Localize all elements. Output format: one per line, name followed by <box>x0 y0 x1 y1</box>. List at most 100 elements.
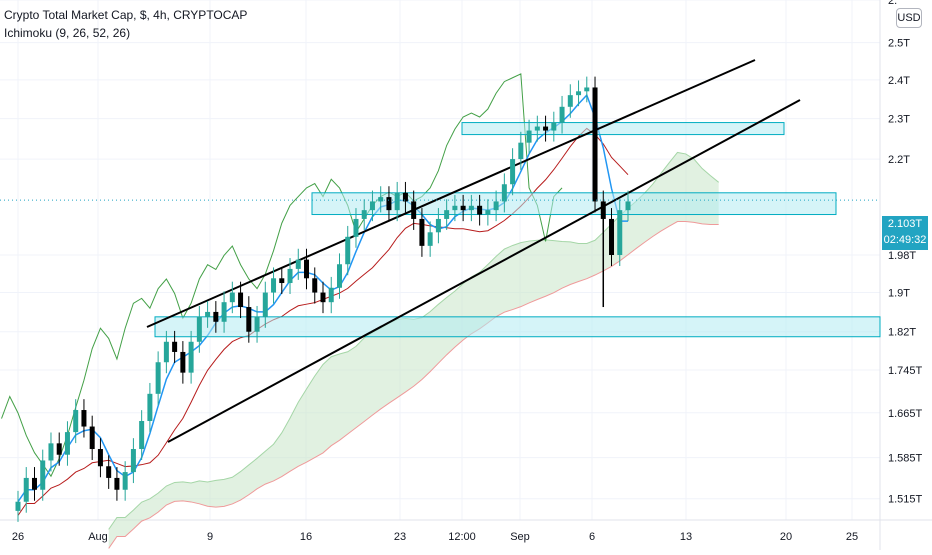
candle-body <box>172 341 178 352</box>
candle-body <box>89 426 95 450</box>
candle-body <box>386 197 392 211</box>
candle-body <box>592 87 598 202</box>
time-axis: 26 Aug 9 16 23 12:00 Sep 6 13 20 25 <box>12 531 858 543</box>
candle-body <box>213 311 219 322</box>
channel-lower-trendline <box>167 99 801 443</box>
candle-body <box>221 302 227 322</box>
candle-body <box>336 264 342 288</box>
candle-body <box>130 449 136 473</box>
candle-body <box>518 142 524 160</box>
price-tick-label: 1.665T <box>888 408 923 420</box>
candle-body <box>493 201 499 211</box>
candle-body <box>411 201 417 219</box>
candle-body <box>452 205 458 211</box>
time-tick-label: Aug <box>88 531 108 543</box>
time-tick-label: Sep <box>510 531 530 543</box>
candle-body <box>510 159 516 185</box>
candle-body <box>328 287 334 303</box>
ichimoku-cloud <box>108 152 719 549</box>
candle-body <box>312 278 318 293</box>
candles <box>15 76 631 522</box>
candle-body <box>419 218 425 246</box>
candle-body <box>287 268 293 284</box>
price-tick-label: 2.4T <box>888 75 910 87</box>
candle-body <box>551 122 557 131</box>
candle-body <box>163 341 169 363</box>
candle-body <box>271 278 277 293</box>
time-tick-label: 26 <box>12 531 24 543</box>
time-tick-label: 16 <box>300 531 312 543</box>
candle-body <box>567 95 573 107</box>
candle-body <box>304 259 310 279</box>
ichimoku-span-b <box>108 221 719 549</box>
support-zone <box>461 122 785 136</box>
indicator-label[interactable]: Ichimoku (9, 26, 52, 26) <box>4 26 131 40</box>
candle-body <box>444 210 450 219</box>
candle-body <box>122 472 128 490</box>
price-tick-label: 2.2T <box>888 154 910 166</box>
candle-body <box>353 218 359 237</box>
candle-body <box>229 292 235 303</box>
support-zone <box>311 192 837 216</box>
candle-body <box>81 410 87 427</box>
candle-body <box>114 477 120 490</box>
chart-header: Crypto Total Market Cap, $, 4h, CRYPTOCA… <box>4 8 247 40</box>
price-tick-label: 2.3T <box>888 114 910 126</box>
candle-body <box>576 91 582 96</box>
candle-body <box>378 197 384 202</box>
ichimoku-lagging-span <box>1 73 563 478</box>
gridlines <box>0 0 880 520</box>
time-tick-label: 25 <box>846 531 858 543</box>
candle-body <box>188 341 194 373</box>
candle-body <box>435 218 441 233</box>
candle-body <box>609 218 615 256</box>
support-zone <box>154 316 881 338</box>
bar-countdown: 02:49:32 <box>883 234 927 246</box>
candle-body <box>625 201 631 211</box>
candle-body <box>584 87 590 92</box>
candle-body <box>361 210 367 219</box>
candle-body <box>477 205 483 215</box>
time-tick-label: 9 <box>207 531 213 543</box>
time-tick-label: 13 <box>680 531 692 543</box>
currency-button[interactable]: USD <box>896 8 922 28</box>
candle-body <box>40 460 46 490</box>
candle-body <box>534 126 540 131</box>
candle-body <box>246 307 252 332</box>
channel-upper-trendline <box>146 59 756 328</box>
candle-body <box>617 210 623 256</box>
candle-body <box>64 432 70 455</box>
candle-body <box>501 184 507 202</box>
last-price-tag: 2.103T 02:49:32 <box>882 216 928 250</box>
last-price-value: 2.103T <box>887 218 923 230</box>
time-tick-label: 12:00 <box>448 531 476 543</box>
price-tick-label: 2.5T <box>888 38 910 50</box>
candle-body <box>147 393 153 422</box>
candle-body <box>394 192 400 211</box>
candle-body <box>345 236 351 265</box>
candle-body <box>460 205 466 211</box>
candle-body <box>139 421 145 450</box>
candle-body <box>427 232 433 246</box>
candle-body <box>23 477 29 502</box>
price-tick-label: 1.82T <box>888 327 916 339</box>
candle-body <box>543 126 549 131</box>
price-tick-label: 1.745T <box>888 365 923 377</box>
candle-body <box>468 205 474 211</box>
price-tick-label: 1.98T <box>888 250 916 262</box>
candle-body <box>262 292 268 317</box>
candle-body <box>238 292 244 308</box>
price-tick-label: 1.9T <box>888 288 910 300</box>
time-tick-label: 20 <box>780 531 792 543</box>
candle-body <box>180 351 186 373</box>
candle-body <box>155 362 161 394</box>
candle-body <box>485 210 491 215</box>
candle-body <box>48 443 54 461</box>
time-tick-label: 23 <box>394 531 406 543</box>
candle-body <box>402 192 408 202</box>
candle-body <box>97 449 103 467</box>
candle-body <box>106 466 112 478</box>
time-tick-label: 6 <box>589 531 595 543</box>
